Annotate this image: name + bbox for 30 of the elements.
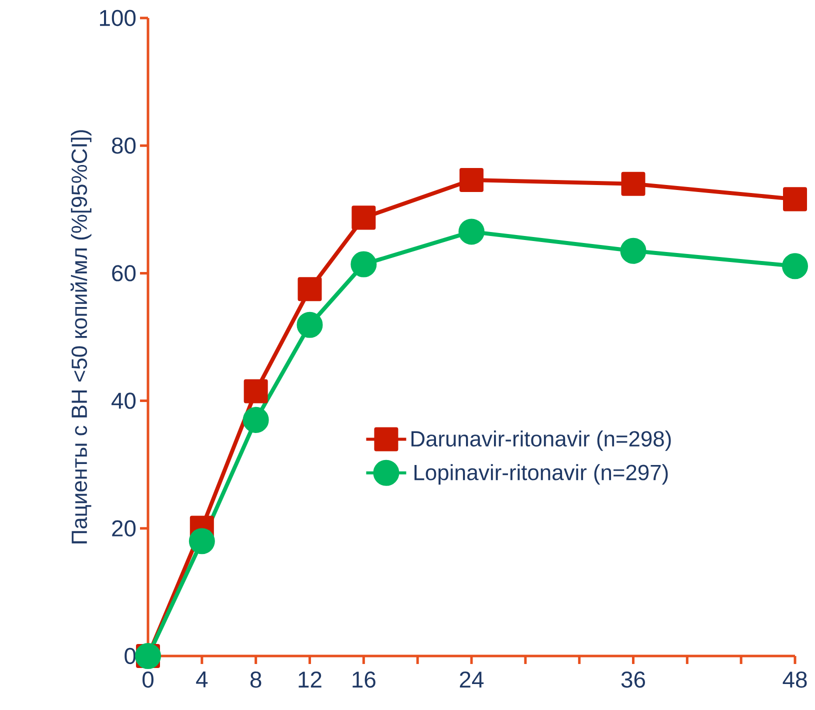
x-tick-label: 24 [460,672,484,688]
x-tick-label: 36 [621,672,645,688]
point [244,379,268,404]
point [782,253,808,280]
point [242,406,269,433]
point [188,528,215,554]
legend-label: Darunavir-ritonavir (n=298) [411,430,671,451]
point [783,187,808,212]
point [621,172,646,196]
y-tick-label: 60 [112,265,136,282]
x-tick-label: 0 [142,672,154,688]
x-tick-label: 8 [250,672,262,688]
x-tick-label: 4 [196,672,208,688]
x-tick-label: 48 [782,672,807,688]
legend-label: Lopinavir-ritonavir (n=297) [414,464,668,485]
point [620,238,646,264]
y-tick-label: 100 [100,10,136,26]
y-tick-label: 40 [112,392,136,409]
y-tick-label: 80 [112,137,136,154]
x-tick-label: 12 [298,672,322,688]
point [352,206,376,230]
y-tick-label: 0 [124,648,136,664]
x-tick-label: 16 [352,672,376,688]
point [460,168,484,192]
point [350,251,377,278]
y-axis-title: Пациенты с ВН <50 копий/мл (%[95%CI]) [70,130,92,544]
y-tick-label: 20 [112,520,136,537]
point [298,277,322,302]
point [296,312,323,338]
point [458,218,485,245]
